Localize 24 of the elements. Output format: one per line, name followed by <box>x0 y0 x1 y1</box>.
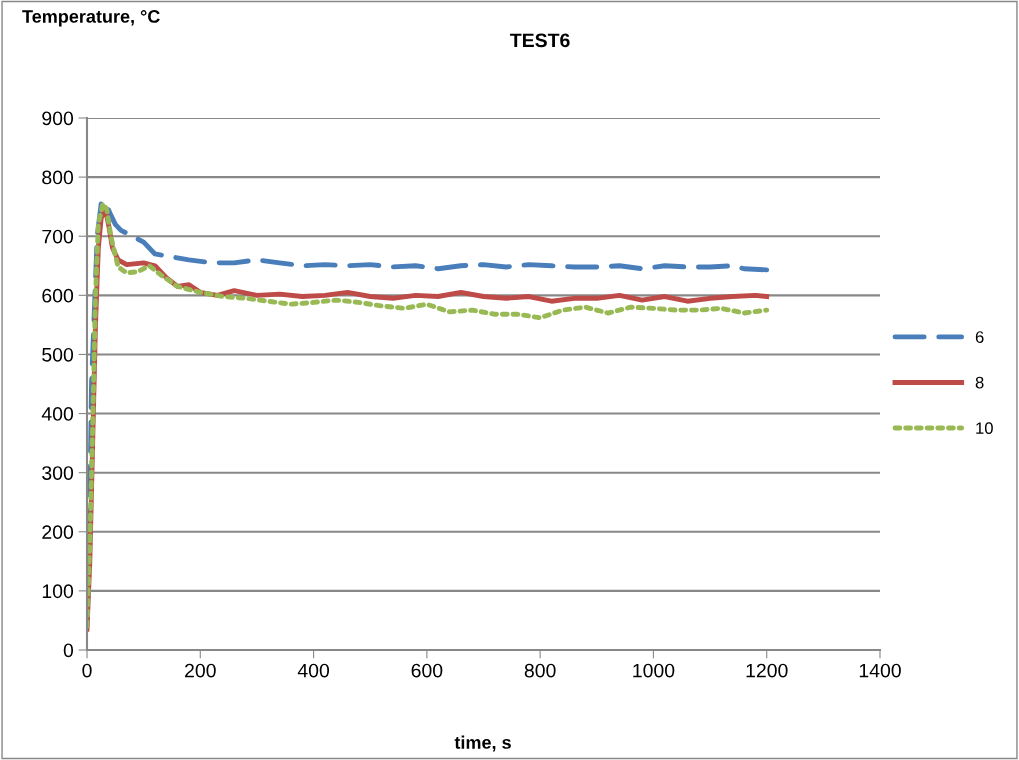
x-tick-label: 0 <box>82 663 92 678</box>
y-axis-title: Temperature, °C <box>22 10 160 27</box>
y-tick-label: 600 <box>42 288 74 303</box>
legend-label: 10 <box>976 422 993 435</box>
y-tick-label: 400 <box>41 407 74 421</box>
x-tick-label: 400 <box>297 663 330 678</box>
y-tick-label: 200 <box>42 525 74 540</box>
x-tick-label: 1000 <box>633 663 675 678</box>
x-tick-label: 1200 <box>746 663 788 678</box>
y-tick-label: 0 <box>63 643 74 658</box>
chart-title: TEST6 <box>510 33 570 48</box>
x-tick-label: 600 <box>411 663 443 678</box>
x-tick-label: 800 <box>524 663 556 678</box>
y-tick-label: 100 <box>42 584 74 599</box>
y-tick-label: 800 <box>42 170 74 185</box>
y-tick-label: 700 <box>42 229 74 244</box>
y-tick-label: 300 <box>42 466 74 480</box>
y-tick-label: 500 <box>42 347 74 362</box>
y-tick-label: 900 <box>42 111 74 126</box>
x-tick-label: 1400 <box>859 663 901 678</box>
legend-label: 8 <box>975 376 984 389</box>
x-tick-label: 200 <box>185 663 216 678</box>
legend-label: 6 <box>975 331 984 343</box>
x-axis-title: time, s <box>454 735 511 752</box>
